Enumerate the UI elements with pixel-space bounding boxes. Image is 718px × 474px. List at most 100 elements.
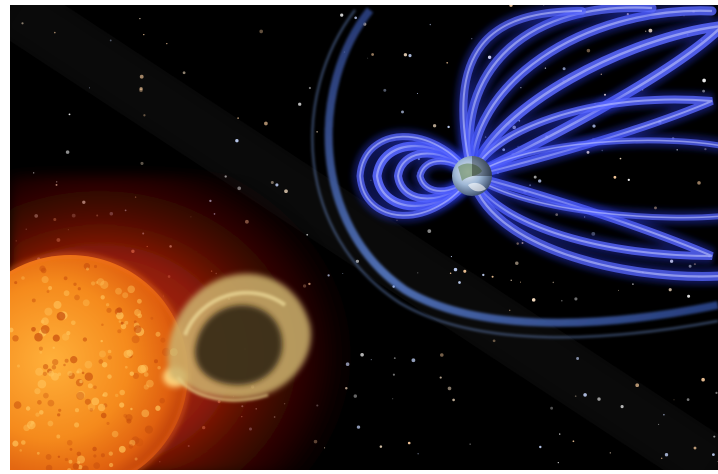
sun-granule bbox=[160, 337, 166, 343]
sun-granule bbox=[154, 359, 158, 364]
star bbox=[259, 29, 263, 34]
sun-granule bbox=[83, 262, 91, 270]
sun-granule bbox=[119, 402, 125, 408]
sun-granule bbox=[91, 397, 100, 406]
sun-granule bbox=[93, 462, 101, 469]
star bbox=[654, 206, 657, 210]
earth bbox=[452, 156, 492, 196]
star bbox=[619, 157, 622, 160]
star bbox=[298, 102, 302, 106]
star bbox=[21, 22, 24, 25]
star bbox=[561, 299, 563, 302]
sun-granule bbox=[58, 408, 62, 412]
field-line-highlight bbox=[471, 175, 718, 219]
sun-granule bbox=[74, 422, 80, 428]
star bbox=[660, 457, 663, 460]
sun-granule bbox=[87, 383, 93, 389]
sun-granule bbox=[57, 455, 61, 459]
star bbox=[686, 398, 690, 401]
star bbox=[383, 88, 387, 92]
sun-granule bbox=[40, 325, 50, 334]
star bbox=[471, 38, 473, 40]
sun-granule bbox=[134, 457, 138, 461]
sun-granule bbox=[66, 439, 73, 446]
star bbox=[539, 445, 542, 449]
star bbox=[392, 373, 395, 376]
sun-granule bbox=[39, 410, 44, 415]
sun-granule bbox=[98, 359, 104, 364]
sun-granule bbox=[155, 405, 161, 411]
sun-granule bbox=[107, 374, 112, 379]
sun-granule bbox=[129, 371, 135, 376]
sun-granule bbox=[137, 313, 143, 319]
star bbox=[515, 261, 519, 265]
sun-granule bbox=[120, 323, 127, 330]
sun-granule bbox=[124, 320, 129, 325]
bow-shock-edge bbox=[311, 9, 718, 339]
star bbox=[574, 395, 577, 397]
sun-granule bbox=[86, 267, 89, 271]
star bbox=[452, 398, 455, 402]
sun-granule bbox=[57, 413, 61, 417]
sun-granule bbox=[12, 440, 19, 447]
star bbox=[520, 281, 521, 283]
sun-granule bbox=[117, 329, 122, 334]
sun-granule bbox=[116, 307, 123, 313]
sun-granule bbox=[40, 267, 47, 274]
star bbox=[544, 67, 547, 69]
sun-granule bbox=[36, 451, 40, 455]
star bbox=[316, 131, 318, 133]
star bbox=[688, 264, 692, 268]
star bbox=[429, 23, 431, 26]
star bbox=[576, 357, 580, 360]
star bbox=[701, 377, 705, 382]
star bbox=[354, 16, 358, 20]
sun-granule bbox=[119, 389, 125, 396]
sun-granule bbox=[21, 276, 25, 280]
star bbox=[182, 71, 186, 75]
sun-granule bbox=[100, 295, 105, 300]
sun-granule bbox=[102, 394, 105, 397]
sun-granule bbox=[21, 440, 26, 445]
sun-granule bbox=[66, 331, 71, 336]
sun-granule bbox=[150, 316, 154, 320]
star bbox=[411, 358, 416, 363]
star bbox=[668, 288, 672, 292]
sun-granule bbox=[93, 264, 98, 269]
star bbox=[702, 78, 706, 83]
sun-granule bbox=[84, 398, 91, 405]
sun-granule bbox=[84, 372, 94, 381]
star bbox=[713, 435, 716, 438]
star bbox=[458, 281, 461, 284]
sun-granule bbox=[35, 367, 44, 376]
star bbox=[89, 87, 90, 89]
sun-granule bbox=[95, 281, 99, 284]
star bbox=[482, 273, 485, 277]
sun-granule bbox=[106, 421, 110, 425]
sun-granule bbox=[72, 463, 80, 470]
star bbox=[620, 405, 624, 409]
sun-granule bbox=[137, 364, 147, 374]
star bbox=[450, 256, 452, 258]
star bbox=[687, 294, 691, 298]
sun-granule bbox=[155, 331, 161, 337]
sun-granule bbox=[134, 308, 142, 317]
sun-granule bbox=[144, 425, 154, 434]
field-line-highlight bbox=[470, 25, 718, 178]
star bbox=[143, 114, 146, 117]
sun-granule bbox=[125, 414, 133, 422]
star bbox=[392, 398, 394, 400]
star bbox=[583, 393, 587, 397]
star bbox=[550, 406, 553, 410]
star bbox=[453, 267, 458, 272]
star bbox=[432, 124, 437, 128]
star bbox=[559, 433, 561, 435]
sun-granule bbox=[126, 349, 134, 357]
sun-granule bbox=[67, 370, 73, 377]
sun-granule bbox=[41, 317, 49, 325]
star bbox=[449, 272, 452, 274]
star bbox=[140, 161, 144, 165]
sun-granule bbox=[81, 465, 89, 470]
sun-granule bbox=[89, 407, 94, 412]
